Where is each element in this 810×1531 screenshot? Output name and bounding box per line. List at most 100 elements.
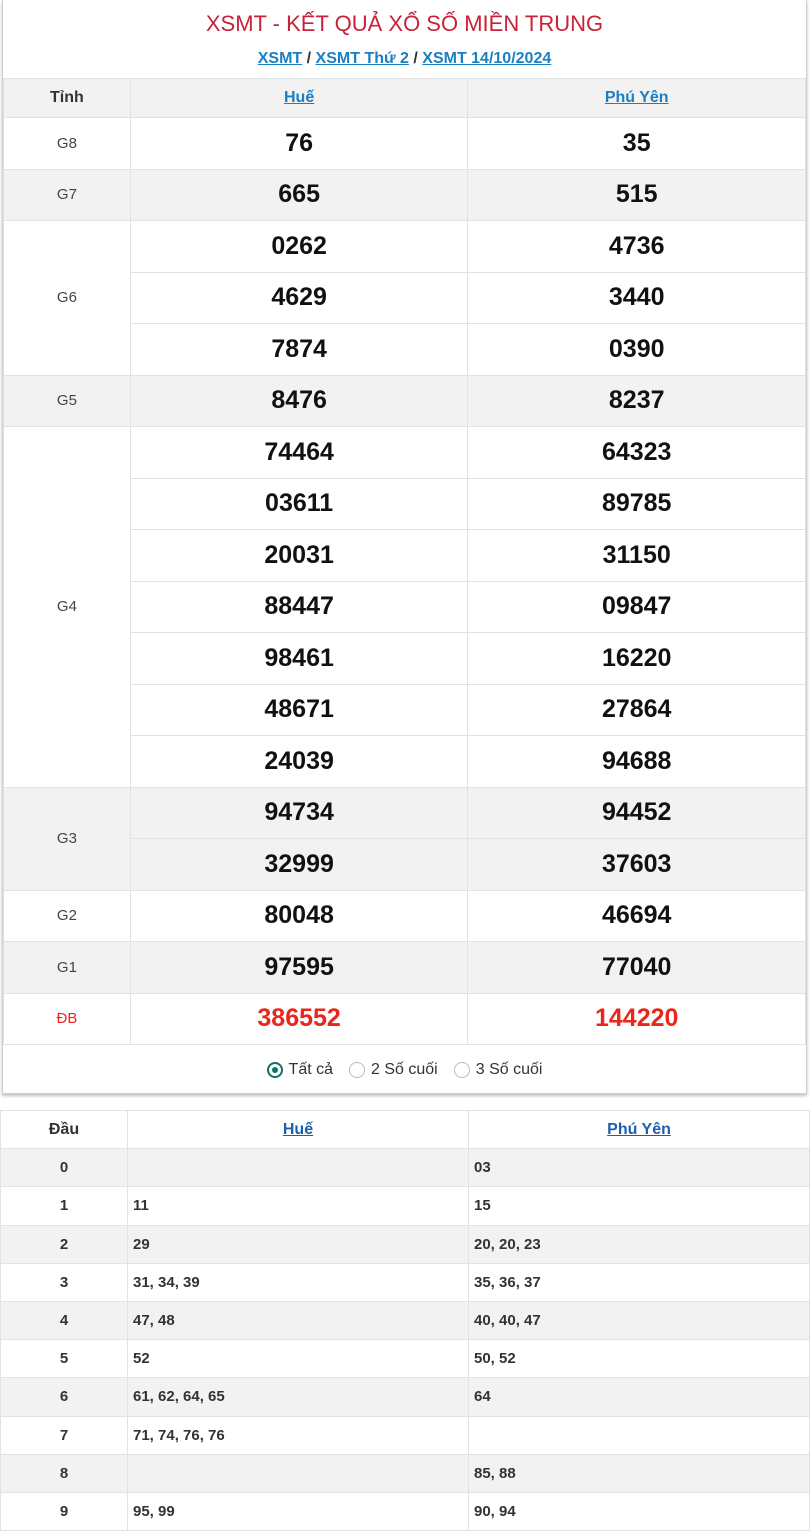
prize-number-phuyen: 94452 xyxy=(467,786,806,839)
prize-number-phuyen: 515 xyxy=(467,168,806,221)
loto-dau: 6 xyxy=(0,1377,128,1417)
filter-last-2[interactable]: 2 Số cuối xyxy=(349,1061,438,1079)
loto-phuyen: 40, 40, 47 xyxy=(468,1300,810,1341)
radio-checked-icon[interactable] xyxy=(266,1062,283,1078)
prize-row: G6 0262 4736 xyxy=(3,220,806,376)
loto-row: 3 31, 34, 39 35, 36, 37 xyxy=(0,1262,810,1302)
loto-phuyen: 03 xyxy=(468,1148,810,1188)
loto-hue xyxy=(127,1148,469,1188)
prize-row: ĐB 386552 144220 xyxy=(3,992,806,1045)
loto-row: 5 52 50, 52 xyxy=(0,1339,810,1379)
loto-table: Đầu Huế Phú Yên 0 03 1 11 15 2 29 20, 20, 23 3 31… xyxy=(0,1109,810,1531)
prize-name: G1 xyxy=(3,941,131,994)
loto-link-hue[interactable]: Huế xyxy=(282,1120,314,1138)
prize-number-phuyen: 0390 xyxy=(467,323,806,376)
prize-number-phuyen: 3440 xyxy=(467,271,806,324)
results-header: Tỉnh Huế Phú Yên xyxy=(3,78,806,118)
loto-dau: 1 xyxy=(0,1186,128,1226)
results-table: Tỉnh Huế Phú Yên G8 76 35 G7 665 515 G6 0262 473… xyxy=(3,78,806,1045)
prize-number-phuyen: 46694 xyxy=(467,889,806,942)
prize-name: G4 xyxy=(3,426,131,788)
loto-phuyen: 85, 88 xyxy=(468,1453,810,1493)
loto-row: 8 85, 88 xyxy=(0,1453,810,1493)
prize-name: ĐB xyxy=(3,992,131,1045)
prize-name: G3 xyxy=(3,786,131,891)
prize-row: 24039 94688 xyxy=(4,735,806,788)
prize-row: G1 97595 77040 xyxy=(3,941,806,994)
prize-number-phuyen: 31150 xyxy=(467,529,806,582)
prize-number-hue: 74464 xyxy=(129,426,469,479)
prize-row: 88447 09847 xyxy=(4,580,806,633)
filter-last-3[interactable]: 3 Số cuối xyxy=(453,1061,542,1079)
loto-dau: 3 xyxy=(0,1262,128,1302)
prize-number-phuyen: 35 xyxy=(467,117,806,170)
loto-hue: 52 xyxy=(127,1339,469,1379)
loto-dau: 7 xyxy=(0,1415,128,1455)
prize-number-hue: 4629 xyxy=(129,271,469,324)
loto-phuyen: 90, 94 xyxy=(468,1491,810,1531)
prize-name: G7 xyxy=(3,168,131,221)
loto-phuyen: 20, 20, 23 xyxy=(468,1224,810,1264)
loto-row: 6 61, 62, 64, 65 64 xyxy=(0,1377,810,1417)
loto-dau: 4 xyxy=(0,1300,128,1341)
loto-table-wrap: Đầu Huế Phú Yên 0 03 1 11 15 2 29 20, 20, 23 3 31… xyxy=(0,1109,810,1531)
loto-hue xyxy=(127,1453,469,1493)
prize-row: G8 76 35 xyxy=(3,117,806,170)
prize-row: 32999 37603 xyxy=(4,838,806,891)
prize-name: G5 xyxy=(3,374,131,427)
prize-number-phuyen: 89785 xyxy=(467,477,806,530)
results-card: XSMT - KẾT QUẢ XỔ SỐ MIỀN TRUNG XSMT / X… xyxy=(2,0,807,1094)
prize-number-hue: 76 xyxy=(129,117,469,170)
prize-number-hue: 97595 xyxy=(129,941,469,994)
prize-number-hue: 20031 xyxy=(129,529,469,582)
prize-row: G5 8476 8237 xyxy=(3,374,806,427)
prize-row: G4 74464 64323 xyxy=(3,426,806,788)
loto-header: Đầu Huế Phú Yên xyxy=(0,1109,810,1150)
digit-filter: Tất cả 2 Số cuối 3 Số cuối xyxy=(3,1045,806,1095)
page-title: XSMT - KẾT QUẢ XỔ SỐ MIỀN TRUNG xyxy=(205,11,604,36)
prize-name: G2 xyxy=(3,889,131,942)
prize-number-hue: 80048 xyxy=(129,889,469,942)
radio-unchecked-icon[interactable] xyxy=(453,1062,470,1078)
breadcrumb-weekday[interactable]: XSMT Thứ 2 xyxy=(315,50,409,67)
prize-number-hue: 03611 xyxy=(129,477,469,530)
loto-row: 0 03 xyxy=(0,1148,810,1188)
loto-hue: 61, 62, 64, 65 xyxy=(127,1377,469,1417)
breadcrumb: XSMT / XSMT Thứ 2 / XSMT 14/10/2024 xyxy=(257,50,552,67)
loto-dau: 9 xyxy=(0,1491,128,1531)
prize-row: G2 80048 46694 xyxy=(3,889,806,942)
loto-link-phu-yen[interactable]: Phú Yên xyxy=(607,1120,671,1138)
breadcrumb-date[interactable]: XSMT 14/10/2024 xyxy=(422,50,552,67)
prize-number-hue: 94734 xyxy=(129,786,469,839)
province-link-phu-yen[interactable]: Phú Yên xyxy=(604,89,669,106)
prize-number-phuyen: 64323 xyxy=(467,426,806,479)
prize-number-hue: 24039 xyxy=(129,735,469,788)
prize-number-hue: 88447 xyxy=(129,580,469,633)
filter-all[interactable]: Tất cả xyxy=(266,1061,333,1079)
prize-row: 20031 31150 xyxy=(4,529,806,582)
breadcrumb-xsmt[interactable]: XSMT xyxy=(257,50,303,67)
loto-hue: 47, 48 xyxy=(127,1300,469,1341)
prize-number-phuyen: 144220 xyxy=(467,992,806,1045)
loto-row: 4 47, 48 40, 40, 47 xyxy=(0,1300,810,1341)
prize-number-hue: 98461 xyxy=(129,632,469,685)
loto-row: 7 71, 74, 76, 76 xyxy=(0,1415,810,1455)
loto-row: 1 11 15 xyxy=(0,1186,810,1226)
loto-dau: 0 xyxy=(0,1148,128,1188)
prize-name: G6 xyxy=(3,220,131,376)
loto-hue: 11 xyxy=(127,1186,469,1226)
loto-hue: 29 xyxy=(127,1224,469,1264)
prize-number-hue: 8476 xyxy=(129,374,469,427)
loto-dau: 5 xyxy=(0,1339,128,1379)
prize-row: G7 665 515 xyxy=(3,168,806,221)
prize-row: 4629 3440 xyxy=(4,271,806,324)
loto-hue: 71, 74, 76, 76 xyxy=(127,1415,469,1455)
radio-unchecked-icon[interactable] xyxy=(349,1062,366,1078)
prize-number-hue: 0262 xyxy=(129,220,469,273)
loto-phuyen: 15 xyxy=(468,1186,810,1226)
loto-hue: 31, 34, 39 xyxy=(127,1262,469,1302)
prize-name: G8 xyxy=(3,117,131,170)
province-link-hue[interactable]: Huế xyxy=(284,89,315,106)
header-dau: Đầu xyxy=(0,1109,128,1150)
loto-phuyen xyxy=(468,1415,810,1455)
